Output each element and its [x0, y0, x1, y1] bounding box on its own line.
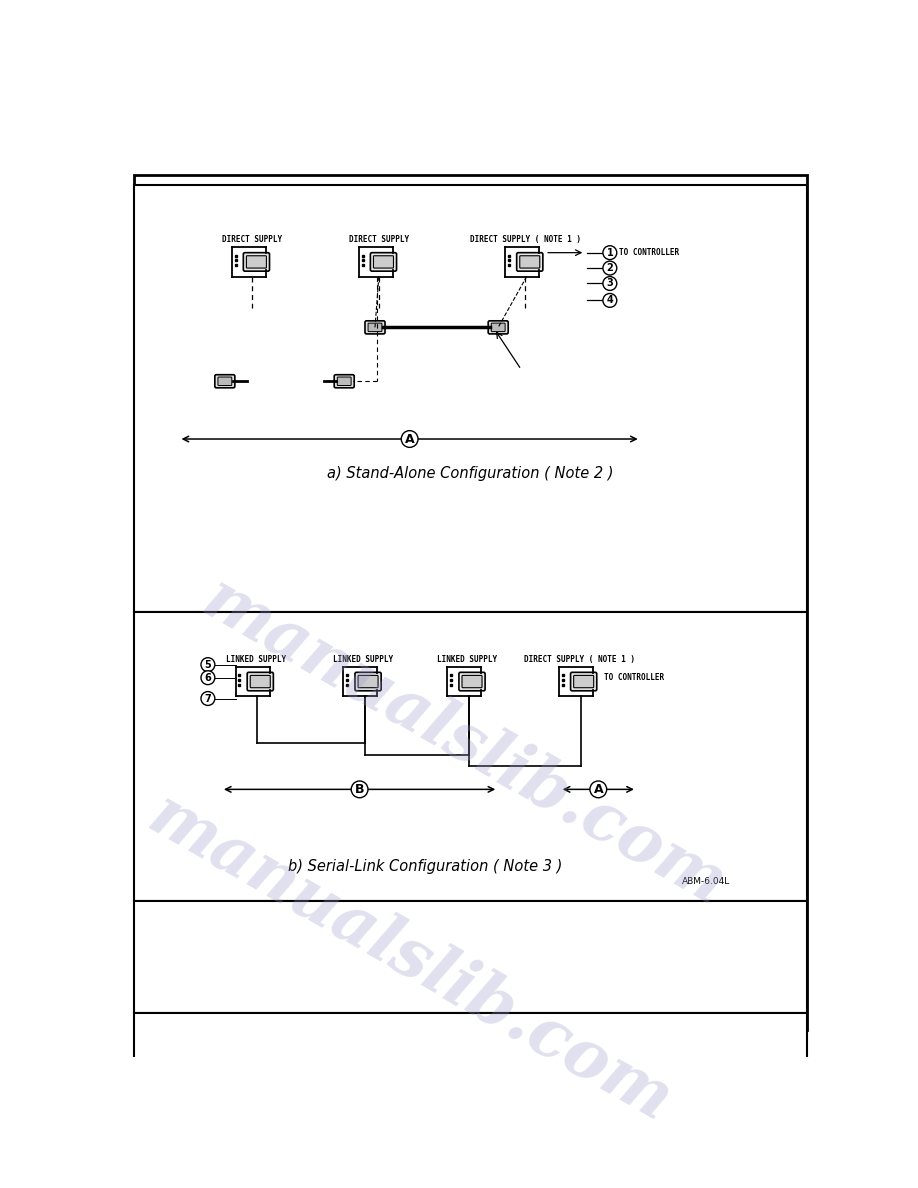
Text: manualslib.com: manualslib.com	[137, 783, 682, 1135]
Text: LINKED SUPPLY: LINKED SUPPLY	[226, 655, 285, 664]
FancyBboxPatch shape	[246, 255, 266, 268]
Text: LINKED SUPPLY: LINKED SUPPLY	[437, 655, 498, 664]
Circle shape	[603, 293, 617, 308]
FancyBboxPatch shape	[337, 377, 351, 385]
FancyBboxPatch shape	[370, 253, 397, 271]
FancyBboxPatch shape	[251, 676, 270, 688]
Text: 1: 1	[607, 247, 613, 258]
Circle shape	[201, 658, 215, 671]
FancyBboxPatch shape	[488, 321, 509, 334]
Text: DIRECT SUPPLY ( NOTE 1 ): DIRECT SUPPLY ( NOTE 1 )	[470, 235, 581, 245]
FancyBboxPatch shape	[374, 255, 394, 268]
Text: 2: 2	[607, 263, 613, 273]
Text: 4: 4	[607, 296, 613, 305]
FancyBboxPatch shape	[368, 323, 382, 331]
Text: 3: 3	[607, 278, 613, 289]
Text: b) Serial-Link Configuration ( Note 3 ): b) Serial-Link Configuration ( Note 3 )	[288, 859, 562, 874]
Text: 7: 7	[205, 694, 211, 703]
Text: DIRECT SUPPLY ( NOTE 1 ): DIRECT SUPPLY ( NOTE 1 )	[523, 655, 634, 664]
FancyBboxPatch shape	[365, 321, 385, 334]
FancyBboxPatch shape	[218, 377, 231, 385]
Text: 6: 6	[205, 672, 211, 683]
Text: A: A	[593, 783, 603, 796]
FancyBboxPatch shape	[571, 672, 597, 690]
Circle shape	[201, 671, 215, 684]
FancyBboxPatch shape	[358, 676, 378, 688]
Circle shape	[603, 246, 617, 260]
FancyBboxPatch shape	[520, 255, 540, 268]
FancyBboxPatch shape	[459, 672, 485, 690]
Circle shape	[603, 277, 617, 290]
Text: 5: 5	[205, 659, 211, 670]
Text: TO CONTROLLER: TO CONTROLLER	[619, 248, 679, 257]
FancyBboxPatch shape	[355, 672, 381, 690]
FancyBboxPatch shape	[491, 323, 505, 331]
Bar	[134, 901, 807, 1012]
Text: a) Stand-Alone Configuration ( Note 2 ): a) Stand-Alone Configuration ( Note 2 )	[327, 466, 614, 481]
Text: DIRECT SUPPLY: DIRECT SUPPLY	[349, 235, 409, 245]
Text: B: B	[355, 783, 364, 796]
FancyBboxPatch shape	[215, 374, 235, 387]
Text: LINKED SUPPLY: LINKED SUPPLY	[333, 655, 394, 664]
FancyBboxPatch shape	[517, 253, 543, 271]
FancyBboxPatch shape	[574, 676, 594, 688]
Text: DIRECT SUPPLY: DIRECT SUPPLY	[222, 235, 282, 245]
FancyBboxPatch shape	[334, 374, 354, 387]
Text: manualslib.com: manualslib.com	[191, 567, 736, 920]
Text: A: A	[405, 432, 414, 446]
Circle shape	[201, 691, 215, 706]
FancyBboxPatch shape	[462, 676, 482, 688]
Bar	[134, 1012, 807, 1113]
Bar	[134, 185, 807, 612]
FancyBboxPatch shape	[243, 253, 270, 271]
Bar	[134, 612, 807, 901]
Circle shape	[603, 261, 617, 274]
FancyBboxPatch shape	[247, 672, 274, 690]
Text: TO CONTROLLER: TO CONTROLLER	[604, 674, 664, 682]
Text: ABM-6.04L: ABM-6.04L	[682, 877, 730, 886]
